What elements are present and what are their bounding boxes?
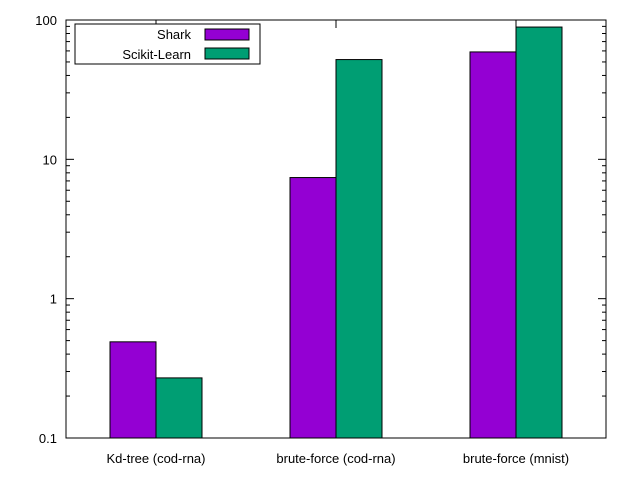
bar-shark-kd-tree-cod-rna: [109, 341, 157, 439]
x-tick-label: brute-force (mnist): [463, 451, 569, 466]
x-tick-label: Kd-tree (cod-rna): [107, 451, 206, 466]
legend-swatch-shark: [204, 28, 250, 41]
ticks-group: 0.1 1 10 100 Kd-tree (cod-rna) brute-force (c…: [35, 13, 606, 466]
bar-scikit-learn-brute-force-mnist: [515, 26, 563, 439]
y-tick-label: 100: [35, 13, 57, 28]
legend: Shark Scikit-Learn: [74, 23, 261, 65]
x-tick-label: brute-force (cod-rna): [276, 451, 395, 466]
plot-frame: [65, 19, 607, 439]
bar-scikit-learn-kd-tree-cod-rna: [155, 377, 203, 439]
legend-label-scikit-learn: Scikit-Learn: [122, 47, 191, 62]
bar-shark-brute-force-cod-rna: [289, 177, 337, 439]
bar-shark-brute-force-mnist: [469, 51, 517, 439]
bar-scikit-learn-brute-force-cod-rna: [335, 59, 383, 439]
y-tick-label: 1: [50, 292, 57, 307]
legend-label-shark: Shark: [157, 27, 191, 42]
y-tick-label: 10: [43, 152, 57, 167]
y-tick-label: 0.1: [39, 431, 57, 446]
legend-swatch-scikit-learn: [204, 47, 250, 60]
bars-group: [109, 26, 563, 439]
